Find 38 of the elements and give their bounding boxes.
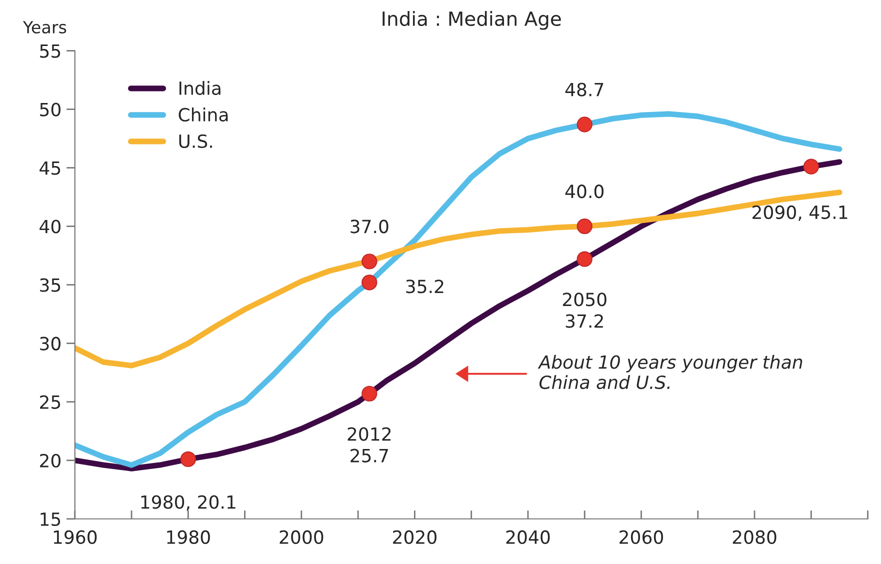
point xyxy=(362,386,378,402)
point xyxy=(576,218,592,234)
annotation: 2012 25.7 xyxy=(348,427,391,462)
point xyxy=(576,116,592,132)
y-tick-label: 30 xyxy=(40,336,60,350)
x-tick-label: 2020 xyxy=(393,530,436,544)
legend-label: U.S. xyxy=(179,134,212,148)
y-axis-title: Years xyxy=(22,21,66,34)
legend-label: China xyxy=(178,108,228,122)
x-tick-label: 1980 xyxy=(167,530,210,544)
annotation: About 10 years younger than China and U.S. xyxy=(538,354,802,390)
point xyxy=(362,254,378,270)
point xyxy=(362,274,378,290)
x-tick-label: 2000 xyxy=(280,530,324,544)
x-tick-label: 2080 xyxy=(732,530,776,544)
x-tick-label: 2060 xyxy=(620,530,664,544)
y-tick-label: 55 xyxy=(40,44,60,58)
annotation: 37.0 xyxy=(350,220,388,234)
y-tick-label: 50 xyxy=(40,102,60,116)
y-tick-label: 15 xyxy=(40,512,60,526)
annotation: 48.7 xyxy=(565,82,604,96)
point xyxy=(180,451,196,468)
annotation: 2050 37.2 xyxy=(562,292,606,328)
legend-label: India xyxy=(179,81,220,96)
y-tick-label: 25 xyxy=(40,395,60,409)
x-tick-label: 2040 xyxy=(506,530,550,544)
y-tick-label: 20 xyxy=(40,454,60,468)
chart-title: India : Median Age xyxy=(382,10,561,30)
y-tick-label: 35 xyxy=(40,278,60,292)
annotation: 1980, 20.1 xyxy=(141,495,236,511)
point xyxy=(576,251,592,267)
y-tick-label: 45 xyxy=(40,161,60,175)
y-tick-label: 40 xyxy=(40,220,60,234)
x-tick-label: 1960 xyxy=(54,530,97,544)
point xyxy=(803,158,819,174)
annotation: 2090, 45.1 xyxy=(752,205,848,221)
annotation: 35.2 xyxy=(406,280,444,294)
annotation: 40.0 xyxy=(565,184,604,198)
